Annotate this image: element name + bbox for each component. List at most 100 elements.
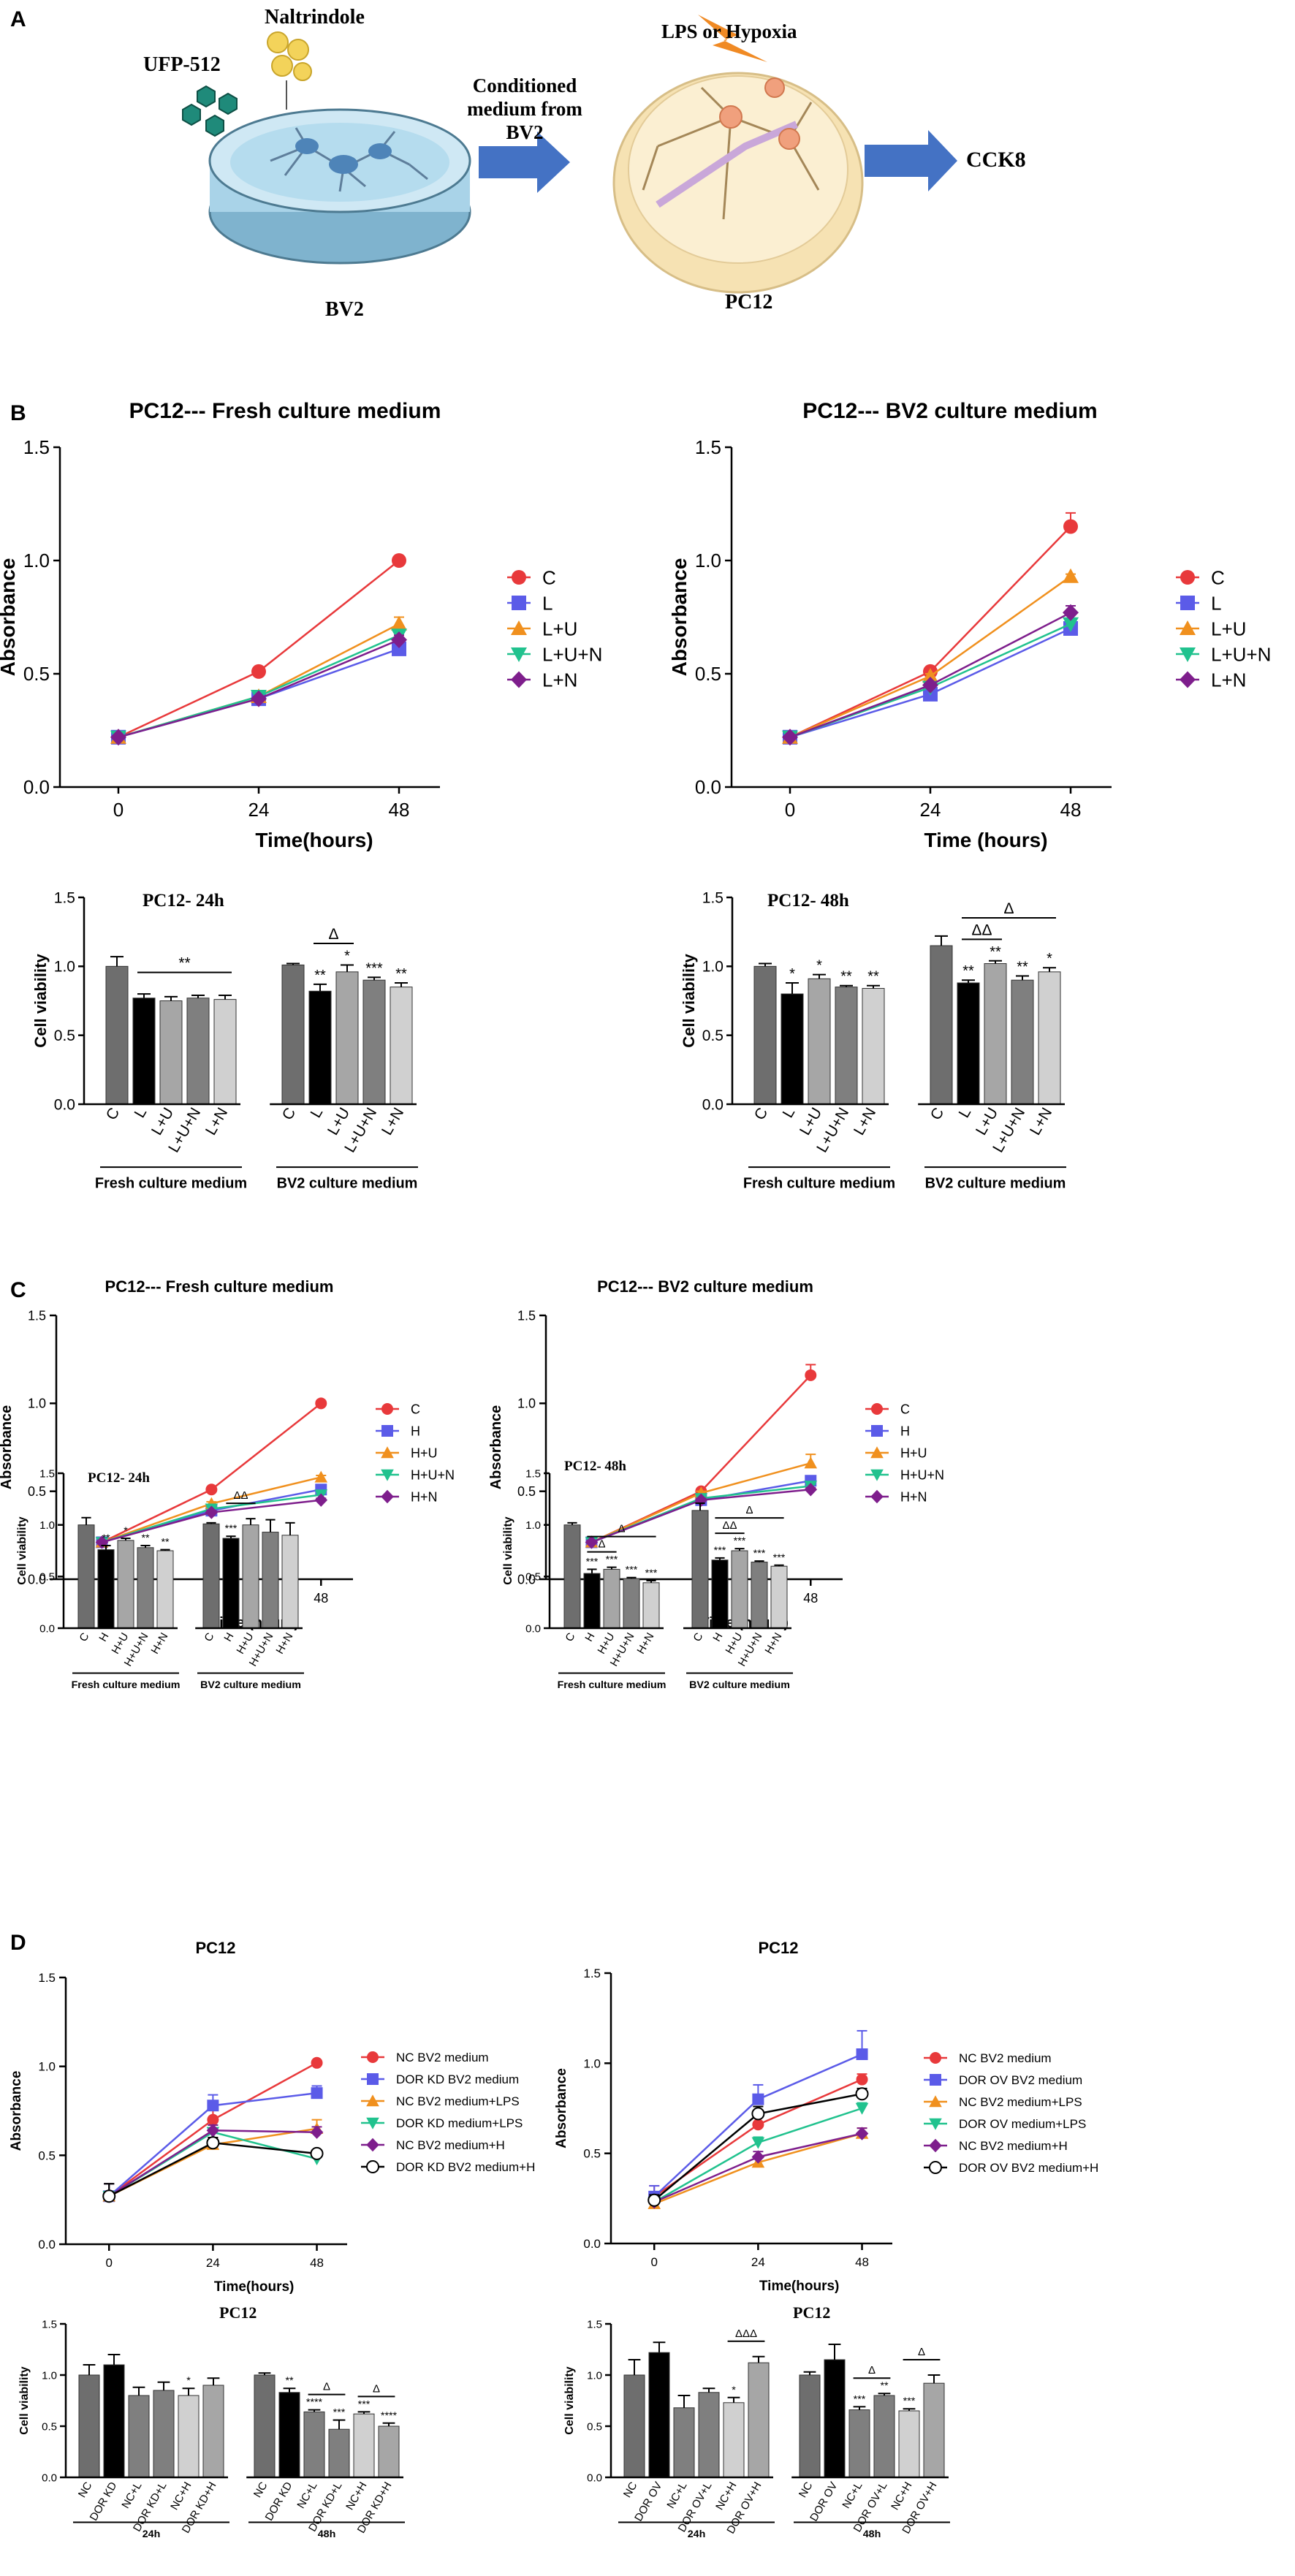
legend-marker [1180,620,1196,635]
legend-label: H+U [411,1445,438,1460]
y-axis-label: Absorbance [0,1405,15,1490]
x-tick-label: 24 [248,799,270,821]
group-label: 48h [863,2528,881,2540]
legend-marker [381,1403,393,1415]
data-point [805,1369,817,1381]
y-tick-label: 1.0 [42,2369,57,2382]
legend-label: L+N [542,669,577,691]
data-point [311,2056,323,2069]
bracket-label: ΔΔ [971,922,992,938]
bar [303,2411,325,2478]
significance-label: *** [854,2393,866,2405]
y-axis-label: Cell viability [680,954,698,1048]
bar-label: NC+H [168,2480,194,2512]
bar-label: NC+L [840,2480,865,2511]
chart-title: PC12 [793,2303,830,2322]
data-point [856,2048,868,2060]
data-point [855,2102,869,2115]
y-tick-label: 0.0 [42,2471,57,2484]
bar [378,2425,400,2478]
chart-title: PC12--- BV2 culture medium [597,1277,813,1296]
y-tick-label: 1.5 [525,1467,541,1480]
bracket-label: Δ [323,2381,330,2393]
bar [278,2392,300,2478]
bar [648,2352,670,2478]
significance-label: ** [141,1532,150,1544]
data-point [1063,617,1079,632]
y-tick-label: 0.0 [28,1572,46,1587]
y-tick-label: 0.0 [54,1096,75,1113]
significance-label: ** [867,969,879,985]
legend-label: L+U+N [1211,643,1271,665]
bar-label: L [780,1105,799,1121]
bar [117,1540,134,1629]
series-line [118,634,400,739]
chart-title: PC12--- Fresh culture medium [105,1277,334,1296]
bar [770,1565,788,1629]
bracket-label: Δ [373,2382,380,2395]
bar [563,1524,581,1629]
significance-label: * [789,966,795,982]
data-point [314,1493,328,1507]
data-point [314,1470,328,1483]
legend-marker [511,647,527,662]
data-point [102,2189,116,2203]
y-tick-label: 0.0 [39,1622,55,1635]
legend-marker [929,2161,942,2174]
legend-label: NC BV2 medium+LPS [396,2094,520,2108]
significance-label: * [732,2385,736,2396]
legend-marker [366,2138,379,2152]
bar-label: C [279,1105,300,1123]
x-tick-label: 24 [751,2255,765,2269]
bar-label: C [563,1630,577,1644]
bar-label: L+N [1027,1105,1055,1138]
bar [202,1523,220,1629]
bar [242,1524,259,1629]
bar [128,2395,150,2478]
y-tick-label: 0.0 [695,776,721,798]
y-tick-label: 0.5 [702,1027,724,1044]
significance-label: * [124,1525,128,1537]
significance-label: ** [962,963,974,979]
legend-marker [511,671,527,688]
data-point [315,1397,327,1410]
bar-label: H+N [274,1631,296,1657]
cck8-label: CCK8 [966,148,1026,172]
bar [178,2395,200,2478]
y-tick-label: 1.0 [525,1519,541,1532]
significance-label: **** [306,2397,323,2409]
bar [105,965,129,1105]
bar [623,1578,640,1629]
legend-label: NC BV2 medium+H [396,2138,505,2152]
bv2-dish-label: BV2 [325,298,364,321]
x-tick-label: 48 [803,1591,818,1606]
data-point [752,2093,764,2105]
data-point [648,2193,661,2207]
bar-label: NC+L [295,2480,319,2511]
legend-marker [870,1446,884,1459]
bar [642,1582,660,1629]
x-tick-label: 24 [920,799,941,821]
bracket-label: ΔΔΔ [735,2328,757,2340]
panel-label-b: B [10,401,26,425]
x-tick-label: 48 [310,2256,324,2270]
legend-label: NC BV2 medium [396,2051,489,2064]
bar [281,1535,299,1629]
bracket-label: Δ [598,1538,605,1551]
data-point [1063,568,1079,583]
legend-marker [1180,596,1195,610]
y-tick-label: 0.5 [42,2420,57,2433]
legend-marker [929,2095,942,2108]
bar [835,987,858,1105]
y-tick-label: 1.0 [38,2060,56,2074]
arrow-text-line3: BV2 [506,121,543,143]
significance-label: *** [606,1554,618,1566]
y-tick-label: 1.0 [702,959,724,976]
bar [78,2374,100,2478]
bar-label: C [103,1105,124,1123]
chart-title: PC12 [219,2303,257,2322]
data-point [110,729,126,746]
chart-title: PC12- 24h [88,1470,150,1486]
bar-label: NC [76,2480,95,2499]
naltrindole-label: Naltrindole [265,6,365,29]
